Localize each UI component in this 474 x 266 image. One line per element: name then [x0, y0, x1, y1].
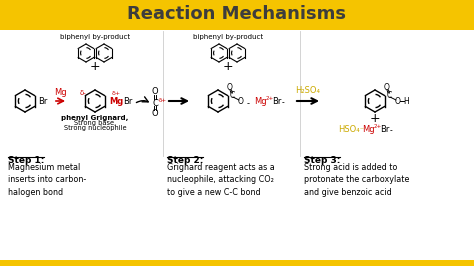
Text: Strong base,: Strong base, [74, 120, 116, 126]
Text: O: O [384, 84, 390, 93]
Text: δ+: δ+ [112, 91, 121, 96]
Text: Mg: Mg [362, 124, 374, 134]
Text: -: - [282, 98, 285, 107]
Text: O: O [395, 97, 401, 106]
Text: Mg: Mg [109, 97, 123, 106]
Text: +: + [90, 60, 100, 73]
Text: Br: Br [272, 97, 282, 106]
Text: Mg: Mg [54, 88, 66, 97]
Text: C: C [386, 92, 392, 101]
Text: Step 3:: Step 3: [304, 156, 340, 165]
FancyBboxPatch shape [0, 260, 474, 266]
Text: δ+: δ+ [159, 98, 167, 102]
Text: Br: Br [380, 124, 389, 134]
Text: H: H [403, 97, 409, 106]
Text: -: - [247, 99, 250, 109]
Text: O: O [238, 97, 244, 106]
Text: O: O [227, 84, 233, 93]
Text: O: O [152, 110, 158, 118]
Text: 2+: 2+ [266, 97, 274, 102]
Text: δ-: δ- [80, 90, 86, 96]
Text: C: C [152, 98, 158, 107]
Text: -: - [390, 127, 393, 135]
Text: biphenyl by-product: biphenyl by-product [193, 34, 263, 40]
Text: Grignard reagent acts as a
nucleophile, attacking CO₂
to give a new C-C bond: Grignard reagent acts as a nucleophile, … [167, 163, 275, 197]
Text: phenyl Grignard,: phenyl Grignard, [61, 115, 128, 121]
Text: Br: Br [123, 97, 132, 106]
Text: Strong acid is added to
protonate the carboxylate
and give benzoic acid: Strong acid is added to protonate the ca… [304, 163, 410, 197]
FancyBboxPatch shape [0, 0, 474, 30]
Text: +: + [370, 113, 380, 126]
Text: O: O [152, 86, 158, 95]
Text: Step 2:: Step 2: [167, 156, 203, 165]
Text: Mg: Mg [254, 97, 266, 106]
Text: 2+: 2+ [374, 124, 382, 130]
Text: H₂SO₄: H₂SO₄ [295, 86, 320, 95]
Text: Reaction Mechanisms: Reaction Mechanisms [128, 5, 346, 23]
Text: Br: Br [38, 97, 47, 106]
Text: +: + [223, 60, 233, 73]
Text: Strong nucleophile: Strong nucleophile [64, 125, 126, 131]
Text: biphenyl by-product: biphenyl by-product [60, 34, 130, 40]
Text: C: C [229, 92, 235, 101]
Text: Magnesium metal
inserts into carbon-
halogen bond: Magnesium metal inserts into carbon- hal… [8, 163, 86, 197]
Text: Step 1:: Step 1: [8, 156, 45, 165]
Text: HSO₄⁻: HSO₄⁻ [338, 124, 364, 134]
